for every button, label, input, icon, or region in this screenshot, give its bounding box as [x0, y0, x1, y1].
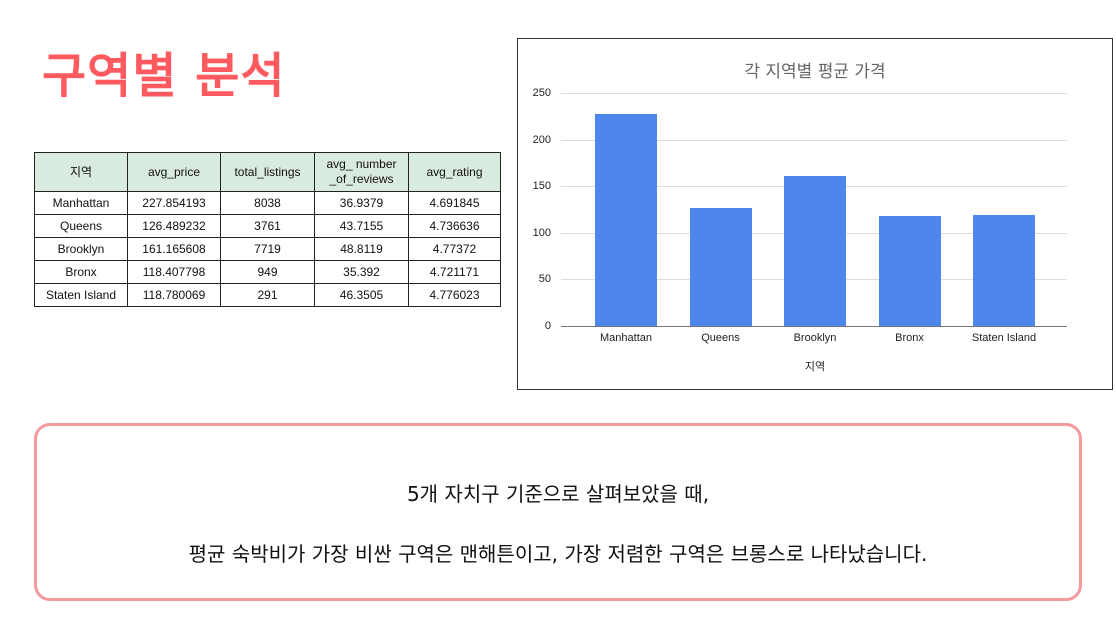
cell-avg-price: 118.780069 [127, 283, 221, 307]
table-row: Manhattan 227.854193 8038 36.9379 4.6918… [34, 191, 501, 215]
cell-region: Brooklyn [34, 237, 128, 261]
header-region: 지역 [34, 152, 128, 192]
avg-price-bar-chart: 각 지역별 평균 가격 250 200 150 100 50 0 Manhatt… [517, 38, 1113, 390]
x-tick-queens: Queens [701, 332, 740, 344]
cell-avg-rating: 4.77372 [408, 237, 501, 261]
cell-avg-price: 126.489232 [127, 214, 221, 238]
y-tick-250: 250 [532, 87, 551, 99]
cell-total-listings: 291 [220, 283, 315, 307]
cell-total-listings: 7719 [220, 237, 315, 261]
cell-avg-reviews: 35.392 [314, 260, 409, 284]
summary-line-2: 평균 숙박비가 가장 비싼 구역은 맨해튼이고, 가장 저렴한 구역은 브롱스로… [188, 542, 928, 566]
cell-avg-price: 161.165608 [127, 237, 221, 261]
chart-plot-area: 250 200 150 100 50 0 Manhattan Queens Br… [533, 87, 1067, 344]
cell-avg-price: 118.407798 [127, 260, 221, 284]
bar-bronx [878, 215, 941, 326]
cell-avg-rating: 4.721171 [408, 260, 501, 284]
y-tick-150: 150 [532, 180, 551, 193]
cell-avg-reviews: 36.9379 [314, 191, 409, 215]
bar-queens [689, 208, 752, 326]
table-row: Staten Island 118.780069 291 46.3505 4.7… [34, 283, 501, 307]
cell-avg-rating: 4.736636 [408, 214, 501, 238]
gridline-250 [561, 93, 1067, 94]
x-axis-label: 지역 [804, 360, 826, 373]
y-tick-100: 100 [532, 226, 551, 239]
table-row: Bronx 118.407798 949 35.392 4.721171 [34, 260, 501, 284]
borough-stats-table: 지역 avg_price total_listings avg_ number … [34, 152, 501, 307]
summary-line-1: 5개 자치구 기준으로 살펴보았을 때, [406, 482, 710, 506]
header-line-2: _of_reviews [329, 172, 394, 186]
bar-staten-island [973, 215, 1035, 326]
cell-avg-rating: 4.691845 [408, 191, 501, 215]
cell-avg-reviews: 48.8119 [314, 237, 409, 261]
cell-avg-rating: 4.776023 [408, 283, 501, 307]
cell-avg-reviews: 43.7155 [314, 214, 409, 238]
x-tick-manhattan: Manhattan [600, 332, 652, 344]
cell-avg-reviews: 46.3505 [314, 283, 409, 307]
cell-total-listings: 3761 [220, 214, 315, 238]
x-tick-staten-island: Staten Island [971, 332, 1037, 344]
table-header-row: 지역 avg_price total_listings avg_ number … [34, 152, 501, 192]
chart-title: 각 지역별 평균 가격 [744, 62, 886, 82]
x-tick-bronx: Bronx [895, 332, 924, 344]
cell-total-listings: 8038 [220, 191, 315, 215]
table-row: Brooklyn 161.165608 7719 48.8119 4.77372 [34, 237, 501, 261]
y-tick-0: 0 [544, 320, 551, 332]
cell-region: Manhattan [34, 191, 128, 215]
cell-region: Staten Island [34, 283, 128, 307]
header-total-listings: total_listings [220, 152, 315, 192]
header-line-1: avg_ number [326, 157, 397, 171]
bar-brooklyn [784, 175, 846, 326]
x-tick-brooklyn: Brooklyn [793, 332, 837, 344]
x-axis-line [561, 326, 1067, 327]
summary-callout: 5개 자치구 기준으로 살펴보았을 때, 평균 숙박비가 가장 비싼 구역은 맨… [34, 423, 1082, 601]
cell-total-listings: 949 [220, 260, 315, 284]
header-avg-rating: avg_rating [408, 152, 501, 192]
header-avg-price: avg_price [127, 152, 221, 192]
y-tick-200: 200 [532, 133, 551, 146]
cell-region: Bronx [34, 260, 128, 284]
bar-manhattan [595, 113, 657, 326]
gridline-200 [561, 139, 1067, 141]
y-tick-50: 50 [538, 273, 551, 286]
cell-region: Queens [34, 214, 128, 238]
page-title: 구역별 분석 [42, 48, 286, 104]
table-row: Queens 126.489232 3761 43.7155 4.736636 [34, 214, 501, 238]
header-avg-number-of-reviews: avg_ number _of_reviews [314, 152, 409, 192]
cell-avg-price: 227.854193 [127, 191, 221, 215]
